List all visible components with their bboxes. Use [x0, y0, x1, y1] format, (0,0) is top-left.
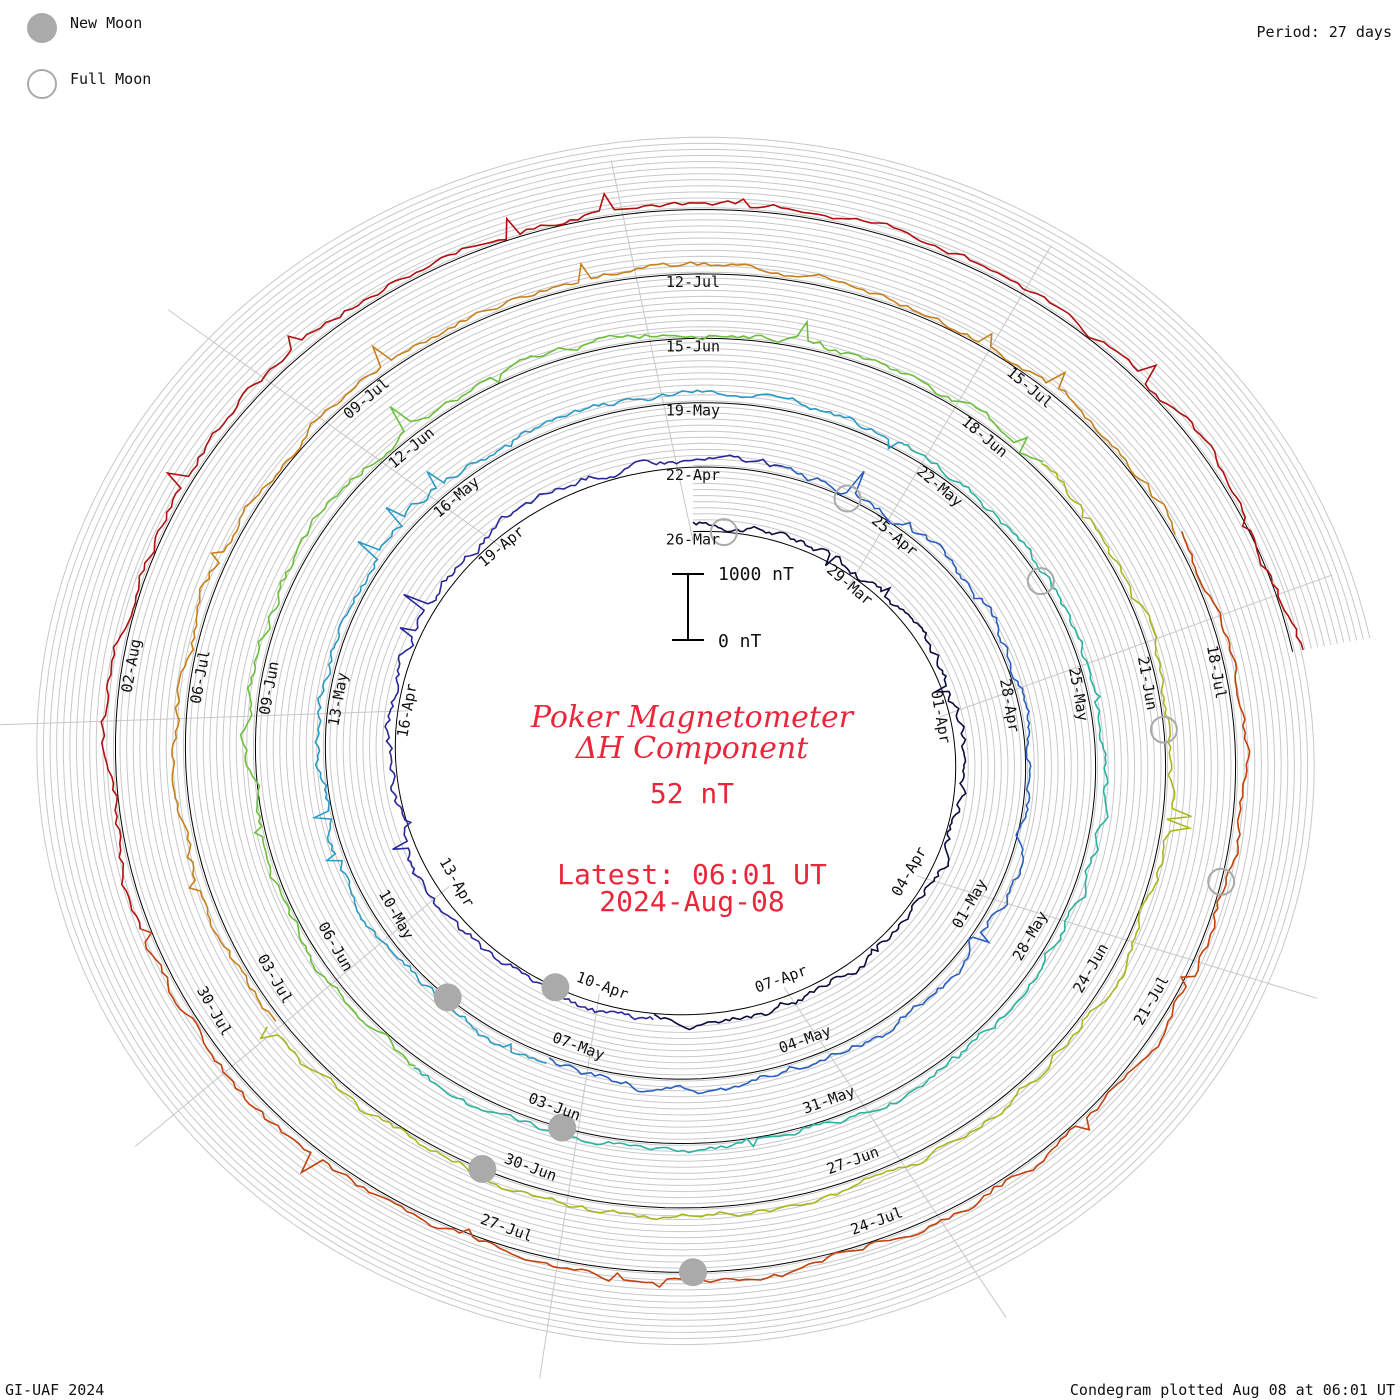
tick-label: 07-Apr	[752, 961, 809, 996]
full-moon-legend-icon	[27, 69, 57, 99]
trace-segment-2	[548, 465, 1032, 1095]
tick-label: 06-Jul	[187, 649, 214, 705]
moon-markers	[433, 484, 1236, 1287]
spoke-line	[783, 986, 1007, 1318]
grid-ring	[89, 185, 1319, 1297]
trace-segment-4	[413, 443, 1109, 1154]
tick-label: 10-May	[375, 886, 418, 942]
baseline-spiral	[115, 209, 1294, 1273]
tick-label: 01-May	[948, 876, 991, 932]
tick-label: 26-Mar	[666, 531, 720, 549]
tick-label: 27-Jun	[824, 1143, 881, 1178]
tick-label: 06-Jun	[314, 919, 357, 975]
trace-segment-0	[653, 521, 967, 1031]
tick-label: 16-May	[430, 473, 483, 522]
tick-label: 31-May	[800, 1082, 857, 1117]
new-moon-marker	[548, 1113, 577, 1142]
spoke-line	[539, 993, 600, 1379]
tick-label: 09-Jun	[256, 660, 283, 716]
grid-ring	[49, 148, 1358, 1333]
tick-label: 25-Apr	[868, 511, 921, 560]
trace-segment-1	[384, 454, 783, 1021]
grid-ring	[82, 179, 1325, 1303]
scale-bar-bottom-label: 0 nT	[718, 631, 762, 652]
new-moon-legend-label: New Moon	[70, 14, 142, 32]
legend: New Moon Full Moon	[27, 13, 151, 99]
full-moon-marker	[1026, 567, 1055, 596]
magnetometer-traces	[100, 191, 1304, 1289]
period-spokes	[0, 160, 1333, 1379]
grid-ring	[43, 142, 1364, 1340]
center-info: Poker Magnetometer ΔH Component 52 nT La…	[530, 700, 855, 918]
spoke-line	[134, 886, 450, 1147]
new-moon-marker	[541, 973, 570, 1002]
spoke-line	[916, 875, 1318, 999]
current-value: 52 nT	[650, 777, 734, 810]
new-moon-marker	[468, 1155, 497, 1183]
tick-label: 13-Apr	[435, 854, 478, 910]
tick-label: 12-Jul	[666, 273, 720, 291]
full-moon-legend-label: Full Moon	[70, 70, 151, 88]
grid-ring	[95, 191, 1312, 1291]
full-moon-marker	[1149, 715, 1178, 744]
tick-label: 01-Apr	[927, 688, 954, 744]
scale-bar: 1000 nT 0 nT	[672, 564, 794, 652]
tick-label: 04-May	[776, 1022, 833, 1057]
tick-label: 09-Jul	[340, 374, 393, 423]
grid-ring	[76, 173, 1332, 1309]
chart-title-line1: Poker Magnetometer	[530, 700, 855, 735]
tick-label: 15-Jun	[666, 337, 720, 355]
grid-ring	[36, 136, 1371, 1346]
full-moon-marker	[833, 484, 862, 513]
tick-label: 18-Jun	[958, 413, 1011, 462]
tick-label: 19-May	[666, 402, 720, 420]
baselines	[115, 209, 1294, 1273]
trace-segment-3	[311, 389, 904, 1064]
period-label: Period: 27 days	[1257, 23, 1392, 41]
grid-ring	[56, 155, 1351, 1327]
footer-plotted: Condegram plotted Aug 08 at 06:01 UT	[1070, 1381, 1395, 1399]
tick-label: 22-Apr	[666, 466, 720, 484]
tick-label: 03-Jul	[254, 951, 297, 1007]
latest-date: 2024-Aug-08	[599, 885, 784, 918]
grid-ring	[69, 167, 1338, 1315]
spoke-line	[610, 160, 694, 541]
trace-segment-9	[100, 191, 1304, 930]
scale-bar-top-label: 1000 nT	[718, 564, 794, 585]
spoke-line	[0, 710, 409, 726]
spoke-line	[939, 574, 1333, 718]
tick-label: 24-Jul	[848, 1203, 905, 1238]
tick-label: 13-May	[325, 671, 352, 727]
latest-time: Latest: 06:01 UT	[557, 858, 827, 891]
grid-ring	[62, 161, 1345, 1321]
grid-rings	[36, 136, 1371, 1346]
new-moon-marker	[679, 1258, 707, 1287]
footer-credit: GI-UAF 2024	[5, 1381, 104, 1399]
tick-label: 29-Mar	[823, 561, 876, 610]
trace-segment-5	[239, 319, 1044, 1067]
full-moon-marker	[1207, 867, 1236, 896]
full-moon-marker	[709, 518, 738, 547]
tick-label: 21-Jul	[1130, 972, 1173, 1028]
tick-label: 19-Apr	[475, 522, 528, 571]
new-moon-marker	[433, 983, 462, 1012]
new-moon-legend-icon	[27, 13, 57, 43]
spoke-line	[848, 245, 1052, 587]
spoke-line	[167, 309, 503, 548]
trace-segment-7	[171, 261, 1176, 1022]
grid-ring	[102, 197, 1306, 1285]
chart-title-line2: ΔH Component	[575, 731, 809, 766]
trace-segment-8	[140, 531, 1251, 1289]
tick-label: 24-Jun	[1069, 940, 1112, 996]
